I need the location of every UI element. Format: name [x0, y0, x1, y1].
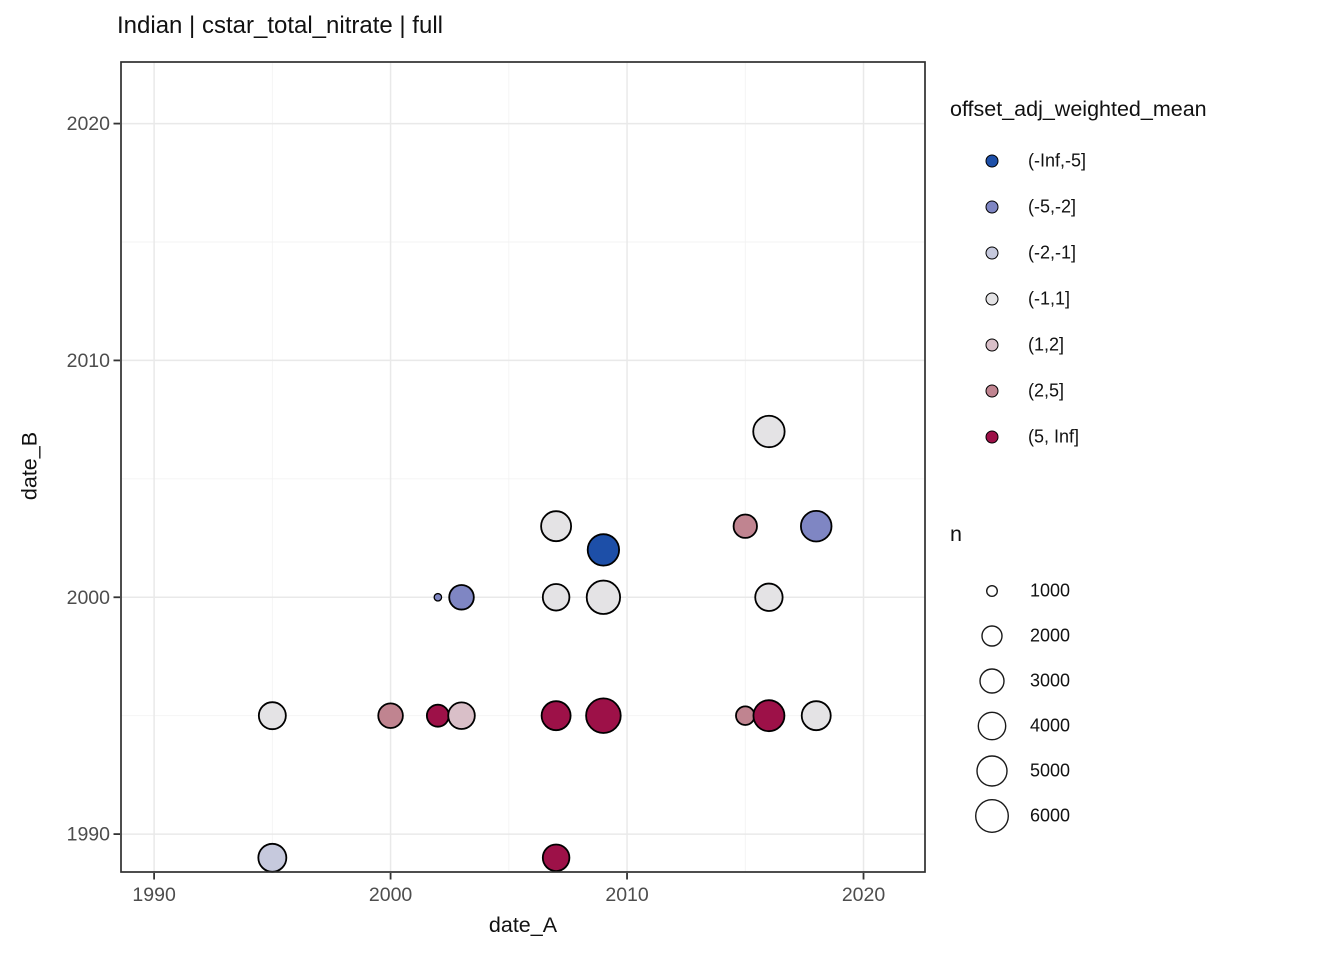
size-legend-items: 1000 2000 3000 4000 5000 6000 — [950, 568, 1340, 838]
data-point — [448, 584, 475, 611]
size-legend-item: 4000 — [950, 703, 1340, 748]
y-tick-label: 2020 — [67, 113, 111, 135]
x-tick-label: 2000 — [369, 884, 413, 906]
size-legend-title: n — [950, 522, 962, 546]
legend-color-swatch — [985, 246, 999, 260]
chart-title: Indian | cstar_total_nitrate | full — [117, 12, 443, 39]
data-point — [447, 701, 476, 730]
legend-size-label: 5000 — [1030, 760, 1071, 780]
legend-size-circle — [977, 711, 1007, 740]
data-point — [735, 705, 756, 726]
legend-color-label: (1,2] — [1028, 334, 1065, 355]
legend-size-key — [981, 624, 1003, 647]
x-axis-title: date_A — [488, 913, 558, 937]
size-legend-item: 5000 — [950, 748, 1340, 793]
color-legend-item: (1,2] — [950, 322, 1340, 368]
legend-size-key — [975, 798, 1009, 833]
color-legend-item: (-2,-1] — [950, 230, 1340, 276]
size-legend-item: 1000 — [950, 568, 1340, 613]
legend-size-key — [976, 754, 1008, 787]
data-point — [257, 842, 288, 873]
legend-size-circle — [985, 584, 999, 597]
legend-color-label: (-2,-1] — [1028, 242, 1077, 263]
color-legend-item: (-1,1] — [950, 276, 1340, 322]
x-tick-label: 1990 — [132, 884, 176, 906]
legend-color-swatch — [985, 430, 999, 444]
legend-color-swatch — [985, 154, 999, 168]
panel-border — [120, 61, 926, 873]
legend-size-circle — [979, 667, 1005, 694]
data-point — [732, 513, 758, 539]
legend-size-key — [985, 584, 999, 597]
data-point — [586, 533, 621, 567]
size-legend-item: 3000 — [950, 658, 1340, 703]
y-tick-label: 1990 — [67, 824, 111, 846]
data-point — [800, 700, 832, 732]
y-tick-label: 2010 — [67, 350, 111, 372]
legend-size-circle — [981, 624, 1003, 647]
legend-size-label: 3000 — [1030, 670, 1071, 690]
x-tick-label: 2010 — [605, 884, 649, 906]
legend-color-swatch — [985, 384, 999, 398]
data-point — [800, 510, 833, 543]
color-legend-item: (-Inf,-5] — [950, 138, 1340, 184]
data-point — [257, 701, 287, 731]
color-legend-items: (-Inf,-5] (-5,-2] (-2,-1] (-1,1] (1,2] (2,5] (… — [950, 138, 1340, 460]
color-legend-item: (-5,-2] — [950, 184, 1340, 230]
size-legend-item: 6000 — [950, 793, 1340, 838]
data-point — [585, 697, 622, 734]
legend-size-label: 4000 — [1030, 715, 1071, 735]
y-tick-label: 2000 — [67, 587, 111, 609]
color-legend-item: (5, Inf] — [950, 414, 1340, 460]
data-point — [425, 703, 450, 728]
x-tick-label: 2020 — [842, 884, 886, 906]
legend-size-label: 1000 — [1030, 580, 1071, 600]
legend-color-label: (-1,1] — [1028, 288, 1071, 309]
legend-color-swatch — [985, 338, 999, 352]
data-point — [754, 582, 784, 612]
legend-color-label: (-5,-2] — [1028, 196, 1077, 217]
data-point — [585, 579, 622, 615]
color-legend: offset_adj_weighted_mean (-Inf,-5] (-5,-2… — [950, 97, 1340, 460]
legend-color-label: (-Inf,-5] — [1028, 150, 1087, 171]
data-point — [377, 702, 404, 729]
legend-color-label: (2,5] — [1028, 380, 1065, 401]
color-legend-item: (2,5] — [950, 368, 1340, 414]
legend-size-label: 2000 — [1030, 625, 1071, 645]
legend-size-label: 6000 — [1030, 805, 1071, 825]
panel-background — [121, 62, 925, 872]
legend-color-label: (5, Inf] — [1028, 426, 1080, 447]
legend-size-key — [979, 667, 1005, 694]
legend-color-swatch — [985, 200, 999, 214]
size-legend-item: 2000 — [950, 613, 1340, 658]
legend-color-swatch — [985, 292, 999, 306]
data-point — [540, 510, 573, 543]
color-legend-title: offset_adj_weighted_mean — [950, 97, 1207, 121]
data-point — [752, 699, 786, 733]
legend-size-circle — [976, 754, 1008, 787]
points-layer — [257, 414, 833, 873]
data-point — [541, 583, 571, 612]
data-point — [540, 700, 572, 732]
legend-size-circle — [975, 798, 1009, 833]
y-axis-title: date_B — [17, 431, 42, 501]
data-point — [541, 843, 571, 872]
size-legend: n 1000 2000 3000 4000 5000 6000 — [950, 522, 1340, 838]
legend-size-key — [977, 711, 1007, 740]
data-point — [433, 592, 443, 602]
data-point — [752, 414, 786, 449]
